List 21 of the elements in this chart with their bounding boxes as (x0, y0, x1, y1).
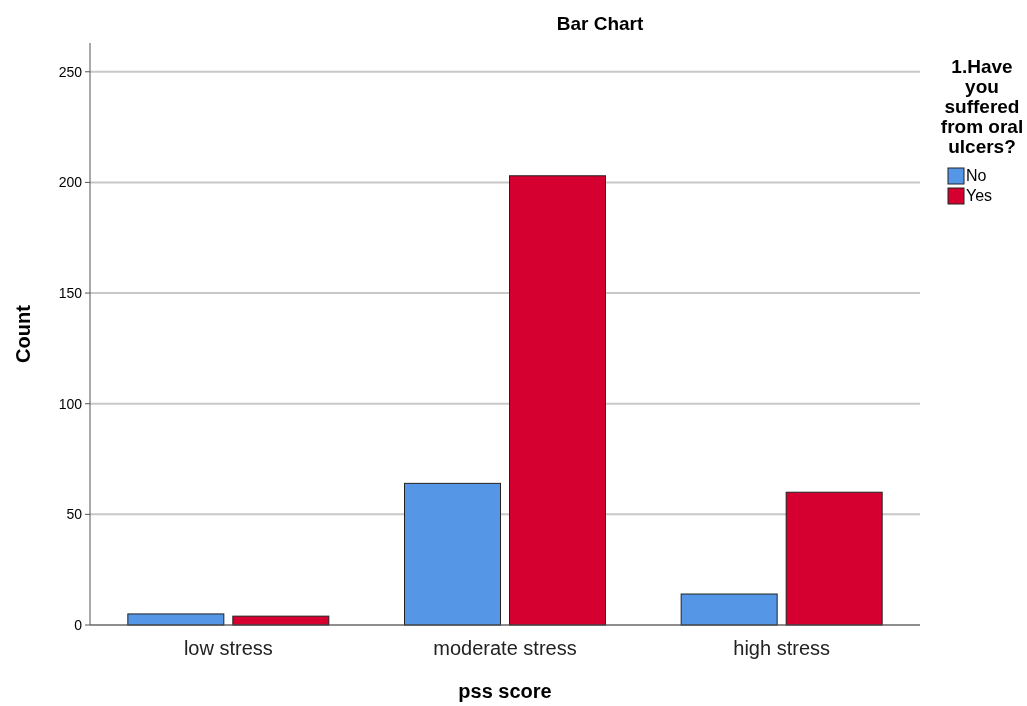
y-tick-label: 0 (74, 616, 83, 633)
y-tick-label: 200 (58, 174, 83, 191)
x-tick-label: moderate stress (433, 637, 577, 659)
legend-label: Yes (966, 187, 993, 204)
bar (785, 491, 883, 626)
y-tick-label: 50 (66, 506, 83, 523)
x-tick-label: high stress (733, 637, 831, 659)
bar (404, 482, 501, 626)
bar (509, 175, 606, 626)
chart-title: Bar Chart (556, 13, 644, 34)
legend-title: 1.Have you suffered from oral ulcers? (940, 56, 1024, 157)
y-tick-label: 250 (58, 63, 83, 80)
y-tick-label: 150 (58, 284, 83, 301)
x-tick-label: low stress (183, 637, 273, 659)
bar (232, 615, 330, 626)
y-tick-label: 100 (58, 395, 83, 412)
bar (127, 613, 225, 626)
bar (680, 593, 778, 626)
x-axis-title: pss score (458, 680, 552, 702)
y-axis-title: Count (12, 304, 34, 363)
legend-label: No (966, 167, 987, 184)
